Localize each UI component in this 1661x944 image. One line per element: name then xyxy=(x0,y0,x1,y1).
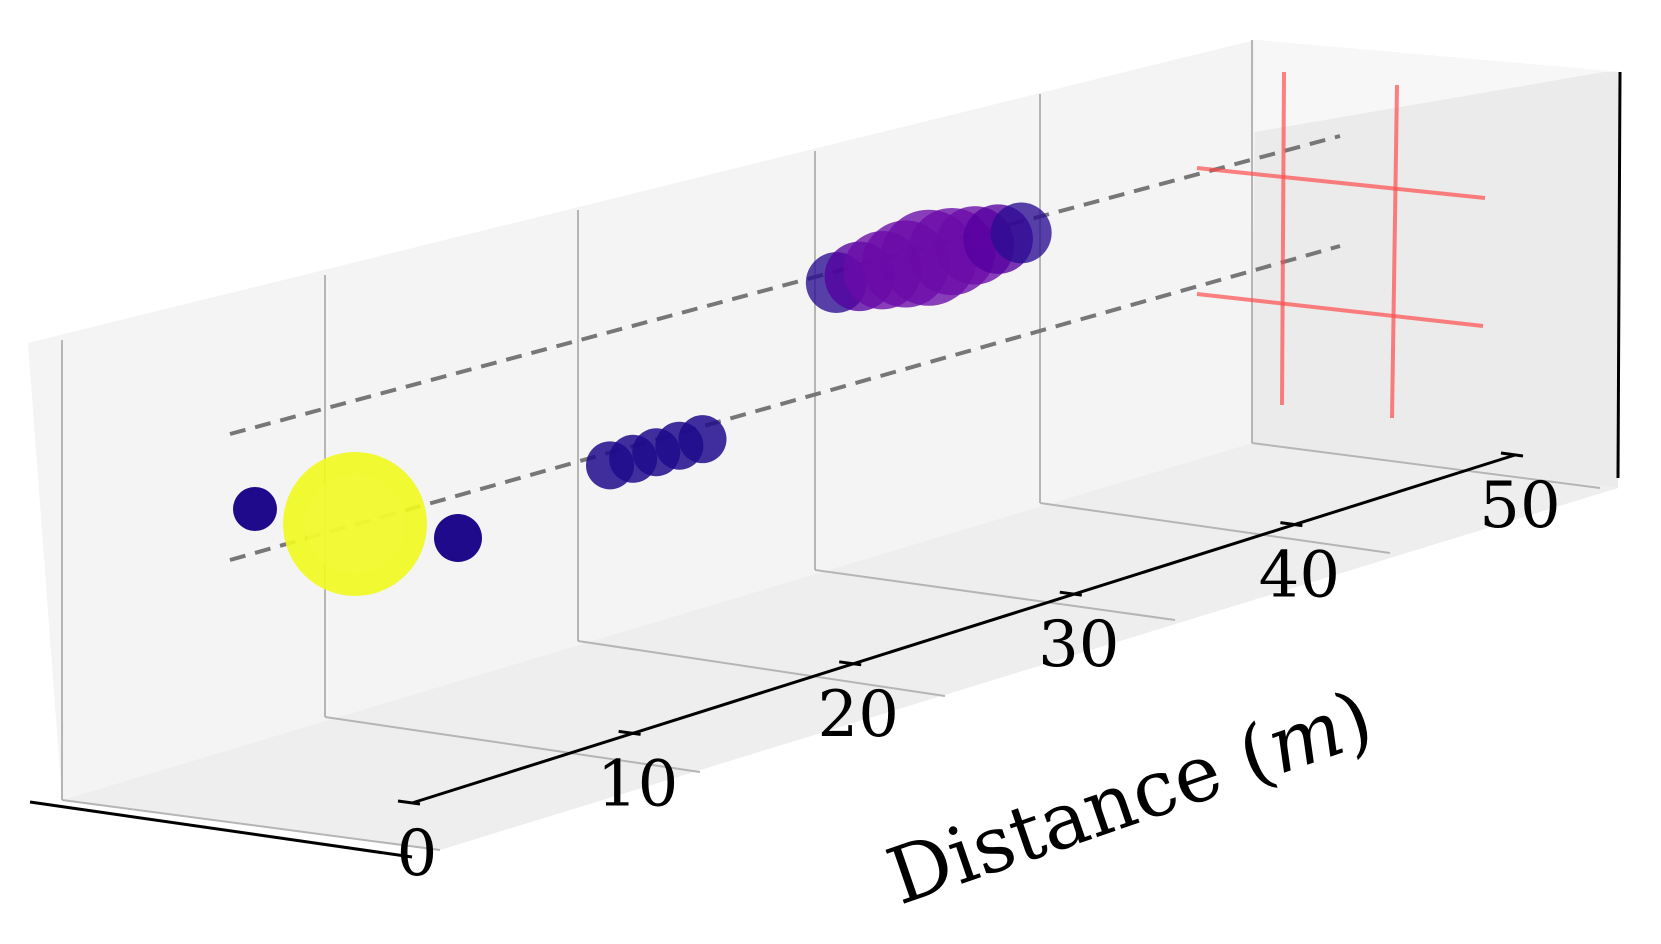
end-marker-line-1 xyxy=(1280,71,1286,406)
axis-label-prefix: Distance ( xyxy=(877,707,1285,923)
back-pane xyxy=(1252,40,1620,488)
end-marker-line-3 xyxy=(1196,166,1486,200)
end-marker-line-4 xyxy=(1196,292,1484,328)
x-tick-30 xyxy=(1059,590,1083,597)
distance-axis-line xyxy=(411,453,1516,805)
scatter-points xyxy=(233,202,1052,596)
distance-axis: 0 10 20 30 40 50 xyxy=(397,451,1561,891)
point-object-near-lane-right-1 xyxy=(434,514,482,562)
x-tick-40 xyxy=(1280,521,1303,528)
end-marker-grid xyxy=(1196,71,1486,419)
distance-axis-label: Distance (m) xyxy=(877,673,1384,923)
x-tick-label-50: 50 xyxy=(1479,469,1560,543)
lane-line-upper xyxy=(229,134,1341,436)
x-tick-50 xyxy=(1500,451,1524,458)
point-ego-vehicle-1-inner xyxy=(305,474,405,574)
end-marker-line-2 xyxy=(1390,84,1399,419)
left-axis-line xyxy=(29,800,413,859)
point-cluster-far-9 xyxy=(990,202,1052,264)
x-tick-0 xyxy=(397,799,421,806)
x-tick-20 xyxy=(838,660,862,667)
x-tick-label-30: 30 xyxy=(1038,608,1119,682)
x-tick-label-0: 0 xyxy=(397,817,438,891)
point-cluster-mid-5 xyxy=(678,415,727,464)
x-tick-label-40: 40 xyxy=(1259,539,1340,613)
x-tick-label-10: 10 xyxy=(597,747,678,821)
x-tick-10 xyxy=(618,729,641,736)
grid-lines xyxy=(61,40,1601,851)
right-frame-line xyxy=(1616,71,1622,479)
x-tick-label-20: 20 xyxy=(817,678,898,752)
point-object-near-lane-left-1 xyxy=(233,487,277,531)
